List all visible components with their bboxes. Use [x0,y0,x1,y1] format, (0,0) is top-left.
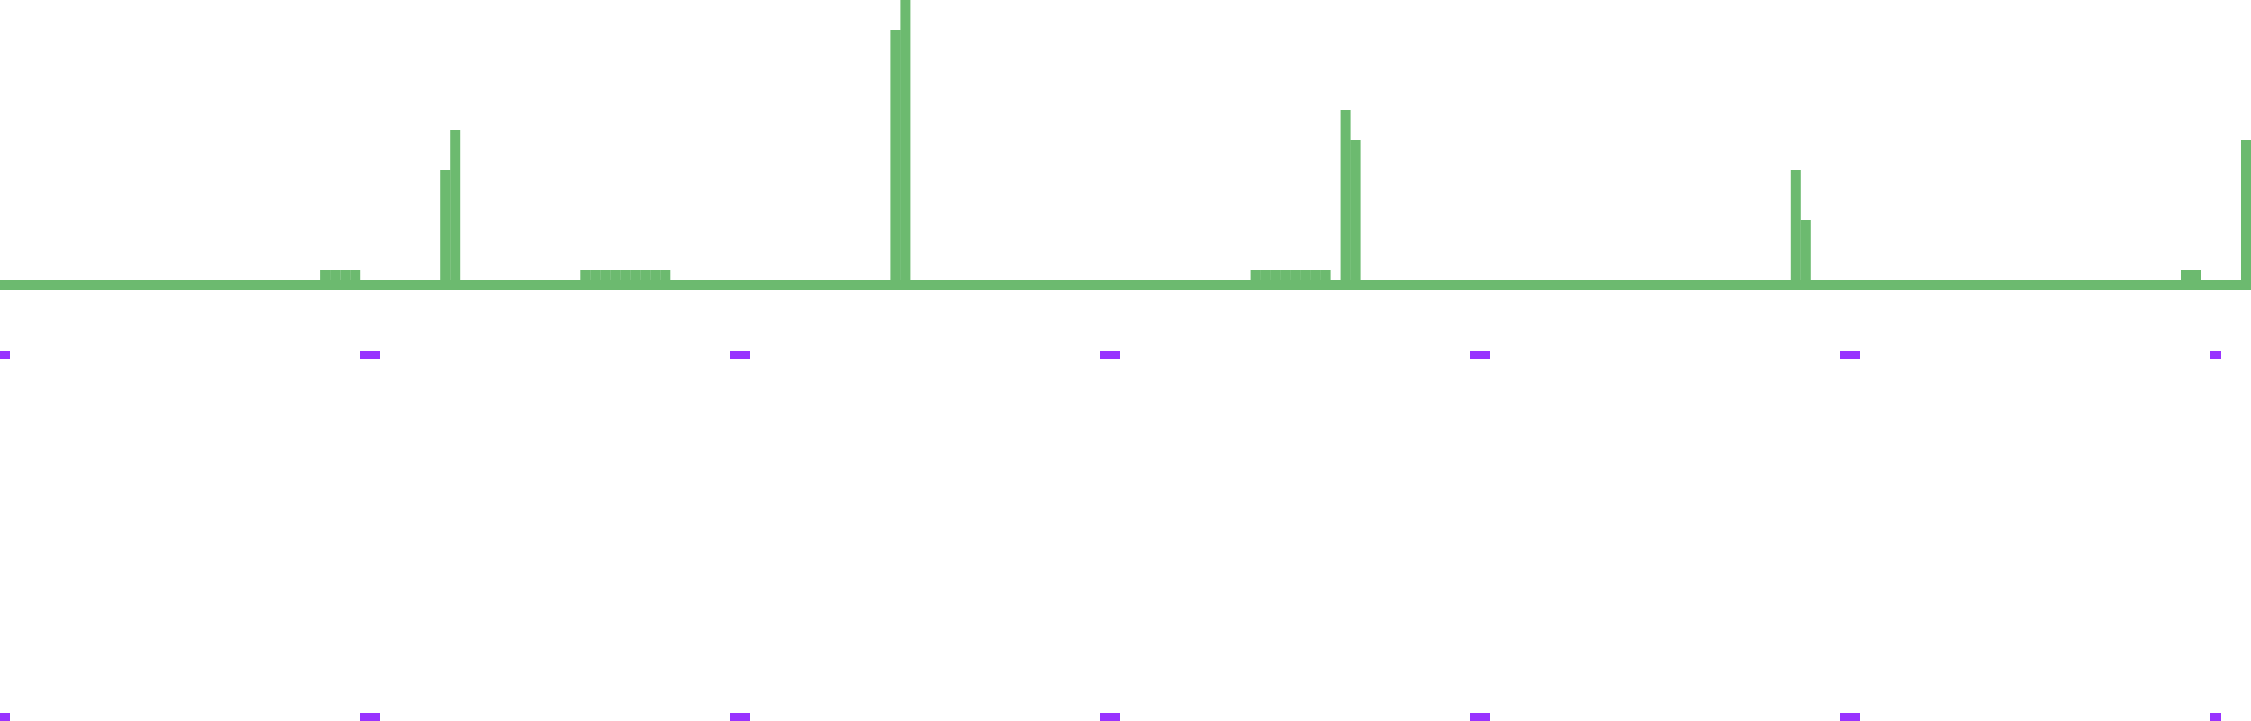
bar [660,270,671,280]
bar [610,270,621,280]
bar [1290,270,1301,280]
bar [450,130,461,280]
tick-mark [2210,351,2221,359]
bar [630,270,641,280]
bar [320,270,331,280]
bar [440,170,451,280]
bar [1310,270,1321,280]
tick-mark [1470,351,1490,359]
tick-mark [0,713,10,721]
bar [640,270,651,280]
tick-mark [2210,713,2221,721]
bar [2241,140,2251,280]
bar [1800,220,1811,280]
bar [1320,270,1331,280]
tick-row-top [0,351,2221,359]
bar [650,270,661,280]
bar [330,270,341,280]
tick-mark [0,351,10,359]
bar [890,30,901,280]
bar [600,270,611,280]
bar [1300,270,1311,280]
bar [1280,270,1291,280]
bar [1250,270,1261,280]
tick-mark [1470,713,1490,721]
tick-mark [360,351,380,359]
tick-mark [1840,351,1860,359]
bar [620,270,631,280]
tick-mark [730,713,750,721]
baseline [0,280,2251,290]
bar [1340,110,1351,280]
tick-mark [1100,351,1120,359]
bar [2191,270,2201,280]
bar [580,270,591,280]
tick-mark [730,351,750,359]
bar [590,270,601,280]
bars-group [320,0,2251,280]
bar [350,270,361,280]
bar [340,270,351,280]
bar [1790,170,1801,280]
bar [900,0,911,280]
bar [1270,270,1281,280]
tick-mark [1840,713,1860,721]
bar [1260,270,1271,280]
tick-mark [360,713,380,721]
bar [2181,270,2191,280]
tick-mark [1100,713,1120,721]
bar [1350,140,1361,280]
tick-row-bottom [0,713,2221,721]
